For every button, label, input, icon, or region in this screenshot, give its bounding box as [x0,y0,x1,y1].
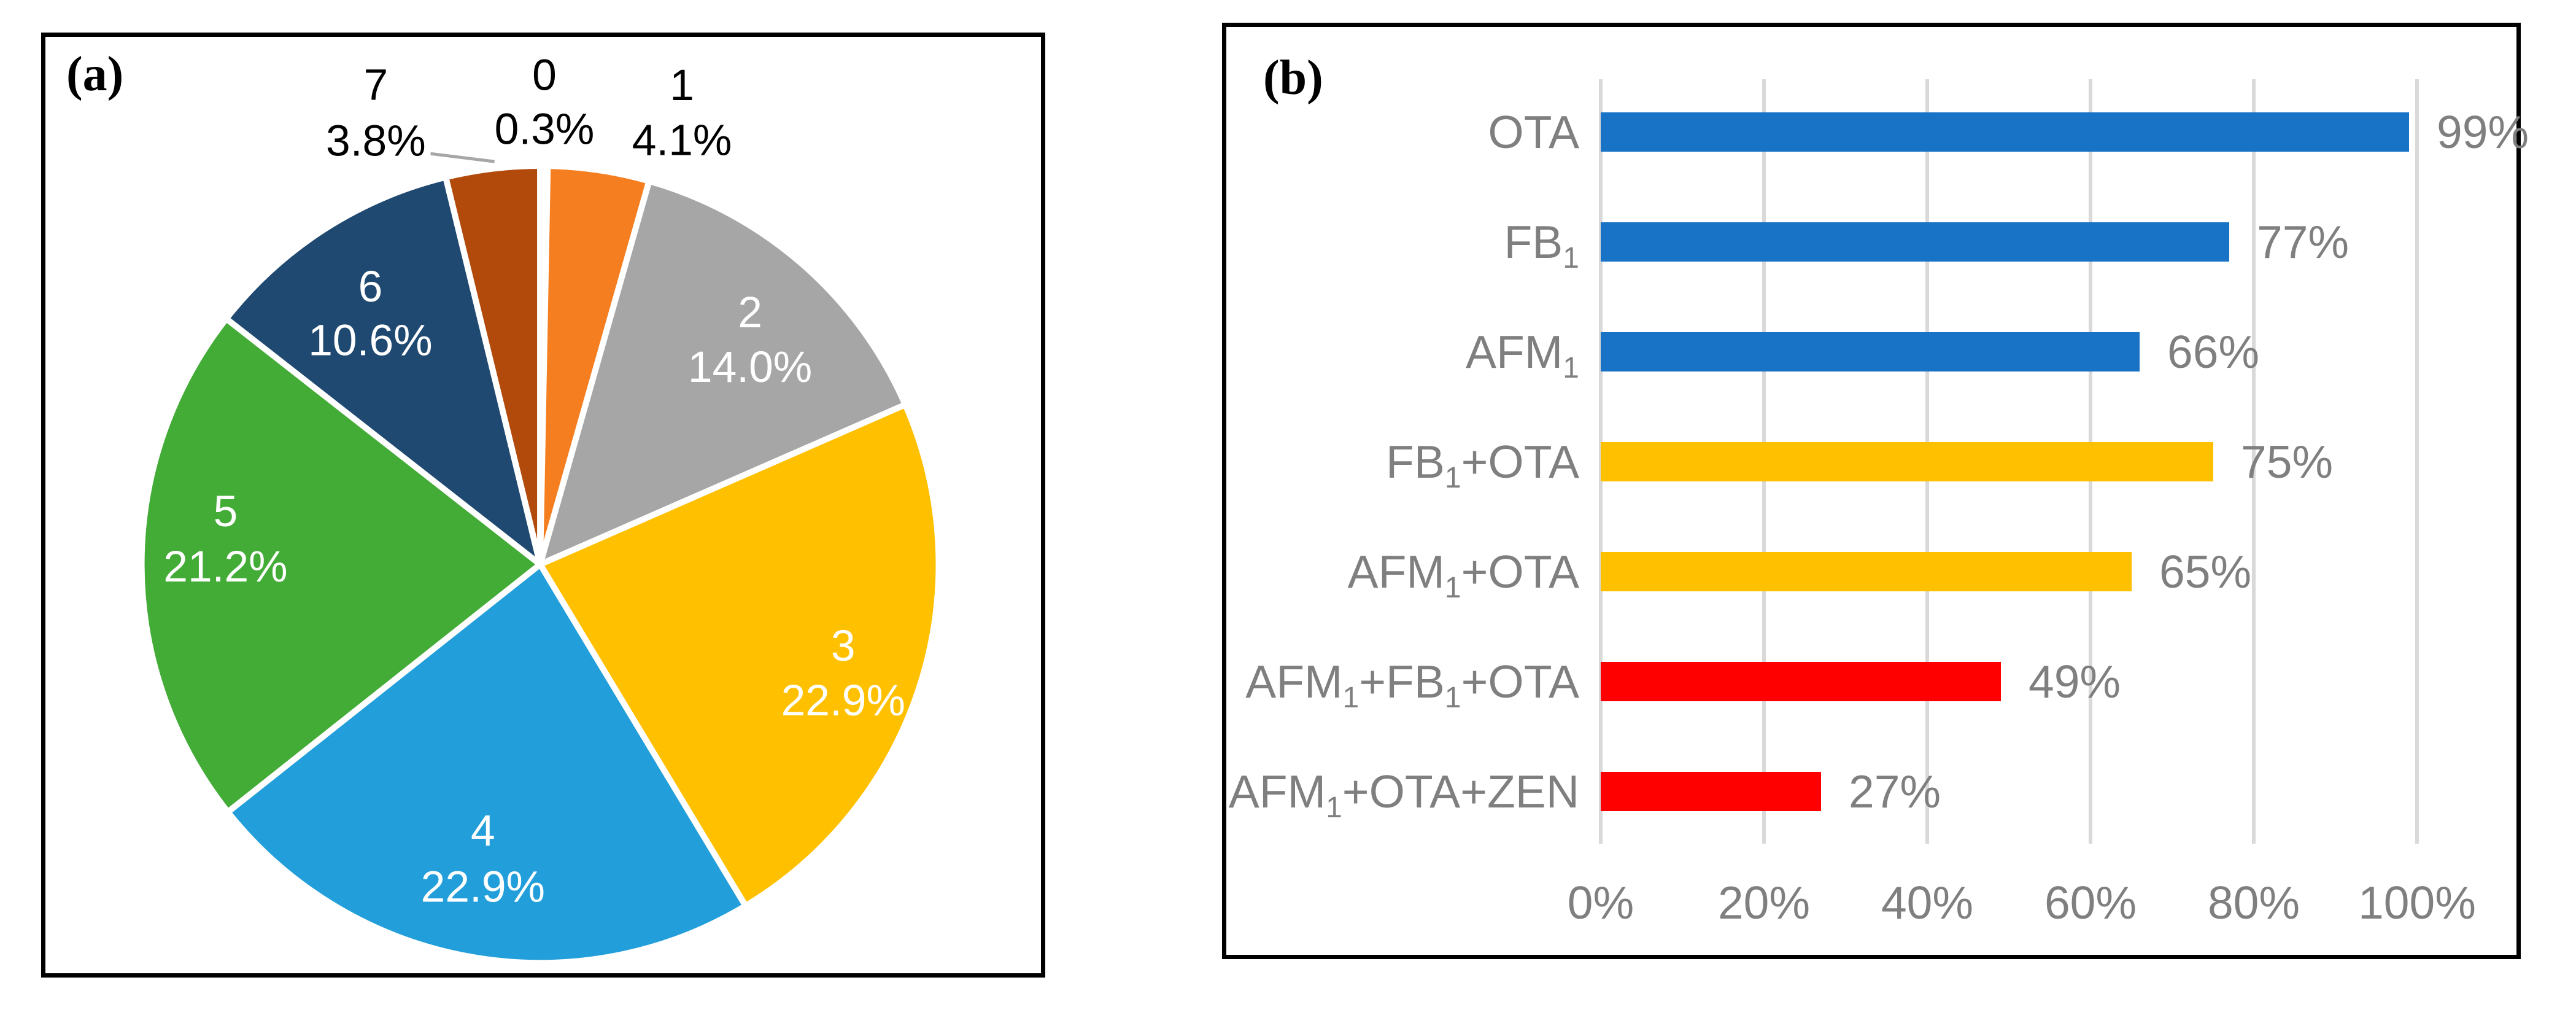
pie-slice-pct-label: 4.1% [632,115,732,165]
pie-slice-pct-label: 10.6% [308,316,432,365]
bar-value-label: 77% [2257,216,2350,268]
pie-slice-number-label: 3 [831,621,856,671]
panel-a-label: (a) [66,47,124,101]
pie-slice [443,163,543,568]
bar-value-label: 49% [2029,656,2121,707]
pie-slice [225,561,749,966]
bar [1601,552,2132,591]
bar-value-label: 65% [2159,546,2252,597]
bar-category-label: AFM1+OTA [1347,546,1579,604]
bar-category-label: AFM1+FB1+OTA [1245,656,1579,714]
bar [1601,332,2140,371]
pie-slice-pct-label: 21.2% [163,542,287,591]
bar-category-label: AFM1+OTA+ZEN [1228,766,1579,824]
bar [1601,442,2213,481]
x-tick-label: 40% [1881,877,1974,928]
bar [1601,662,2001,701]
leader-line [430,152,495,163]
pie-slice-number-label: 5 [214,487,238,536]
pie-slice [537,177,908,568]
pie-slice-pct-label: 14.0% [688,343,812,392]
bar-category-label: AFM1 [1465,326,1579,384]
pie-slice-number-label: 7 [364,60,389,109]
panel-b: (b) OTA 99% FB1 77% AFM1 66% FB1+OTA 75% AFM1+OT… [1222,23,2529,959]
pie-slice-number-label: 0 [532,50,557,99]
bar-value-label: 27% [1849,766,1941,817]
x-tick-label: 80% [2207,877,2300,928]
pie-slice-pct-label: 22.9% [421,862,545,911]
panel-a: (a) 0 0.3% 1 4.1% 2 14.0% 3 22.9% 4 22.9% 5 21.2% 6 1… [41,33,1045,978]
grid-line [2415,79,2419,844]
bar [1601,222,2229,262]
bar-value-label: 99% [2437,106,2529,158]
pie-slice-pct-label: 3.8% [326,116,426,165]
bar [1601,772,1821,811]
pie-slice-pct-label: 0.3% [495,105,595,154]
x-tick-label: 0% [1567,877,1634,928]
grid-line [2252,79,2256,844]
pie-slice [138,316,543,815]
pie-slice-pct-label: 22.9% [781,676,905,725]
x-tick-label: 60% [2044,877,2137,928]
pie-slice [537,402,942,909]
bar-value-label: 66% [2167,326,2260,378]
bar-chart: OTA 99% FB1 77% AFM1 66% FB1+OTA 75% AFM1+OTA 65%… [1226,27,2529,955]
bar-value-label: 75% [2241,436,2334,488]
pie-slice-number-label: 2 [738,288,762,337]
panel-b-label: (b) [1263,51,1323,105]
bar-category-label: FB1+OTA [1386,436,1579,494]
x-tick-label: 100% [2358,877,2476,928]
pie-slice-number-label: 4 [471,806,495,855]
pie-chart: 0 0.3% 1 4.1% 2 14.0% 3 22.9% 4 22.9% 5 21.2% 6 10.6%… [138,50,942,966]
bar [1601,112,2409,152]
pie-slice-number-label: 6 [358,262,383,311]
x-tick-label: 20% [1717,877,1811,928]
pie-slice [223,174,543,568]
bar-category-label: OTA [1488,106,1579,158]
bar-category-label: FB1 [1504,216,1579,274]
pie-slice-number-label: 1 [670,61,694,110]
